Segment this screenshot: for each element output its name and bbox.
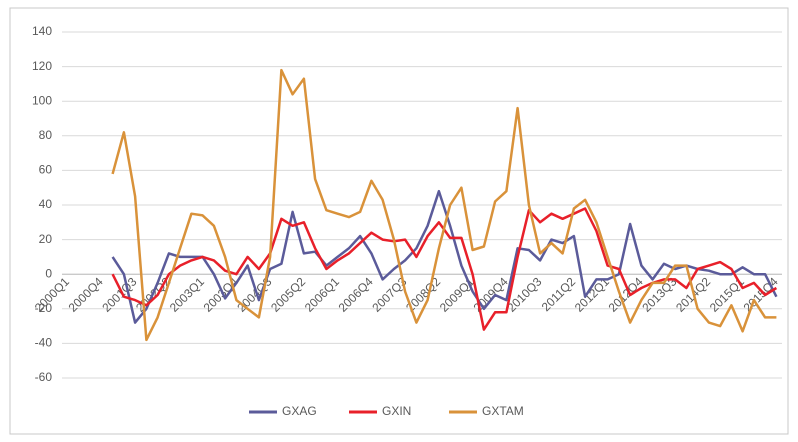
y-tick-label: 120 — [32, 59, 52, 73]
y-tick-label: 20 — [39, 232, 53, 246]
y-tick-label: 100 — [32, 93, 52, 107]
y-tick-label: 140 — [32, 24, 52, 38]
y-tick-label: 0 — [45, 266, 52, 280]
legend-label: GXTAM — [482, 404, 524, 418]
legend-label: GXAG — [282, 404, 317, 418]
series-line — [111, 189, 778, 324]
y-tick-label: -40 — [35, 336, 53, 350]
chart-frame — [9, 7, 789, 435]
y-tick-label: -20 — [35, 301, 53, 315]
legend-label: GXIN — [382, 404, 411, 418]
y-tick-label: 40 — [39, 197, 53, 211]
series-line — [111, 68, 777, 342]
y-tick-label: 60 — [39, 163, 53, 177]
y-tick-label: 80 — [39, 128, 53, 142]
y-tick-label: -60 — [35, 370, 53, 384]
